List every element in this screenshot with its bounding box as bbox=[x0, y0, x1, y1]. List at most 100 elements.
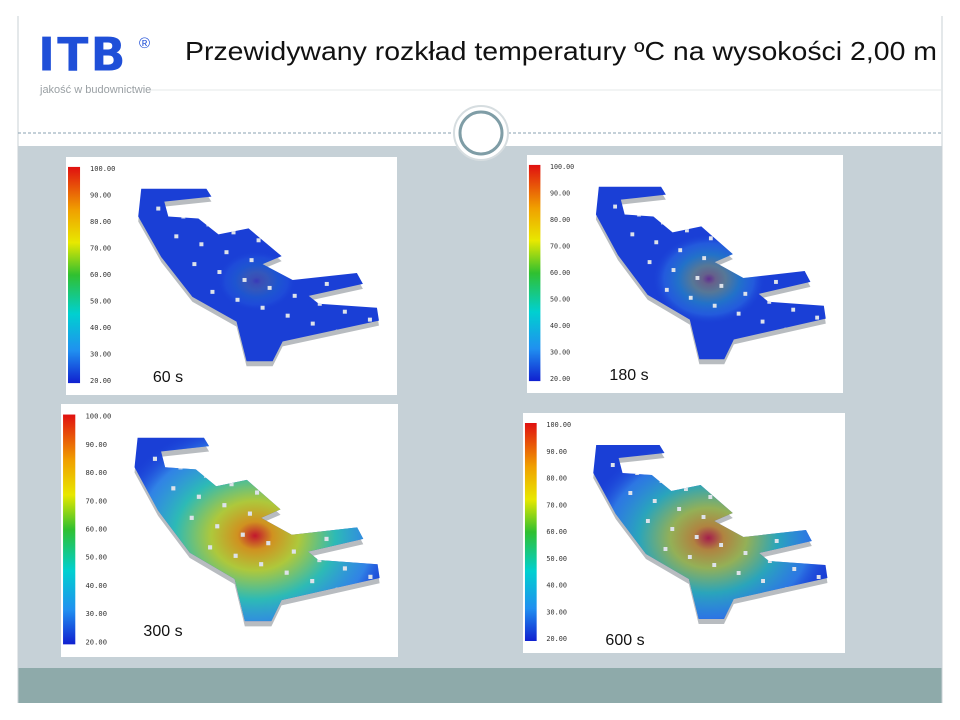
slide-title: Przewidywany rozkład temperatury ºC na w… bbox=[185, 36, 937, 66]
scale-label: 40.00 bbox=[86, 581, 107, 590]
scale-label: 70.00 bbox=[90, 245, 111, 253]
scale-label: 50.00 bbox=[90, 298, 111, 306]
color-scale bbox=[524, 423, 537, 641]
scale-label: 20.00 bbox=[90, 377, 111, 385]
scale-label: 50.00 bbox=[546, 555, 567, 563]
time-label: 300 s bbox=[143, 623, 182, 640]
column bbox=[210, 289, 215, 294]
column bbox=[192, 262, 197, 267]
emblem-ring bbox=[458, 110, 504, 156]
column bbox=[664, 287, 669, 292]
scale-label: 60.00 bbox=[90, 271, 111, 279]
column bbox=[791, 307, 796, 312]
column bbox=[215, 524, 220, 529]
time-label: 180 s bbox=[609, 367, 648, 384]
column bbox=[367, 317, 372, 322]
column bbox=[687, 555, 692, 559]
column bbox=[613, 204, 618, 209]
scale-label: 30.00 bbox=[546, 608, 567, 616]
column bbox=[310, 321, 315, 326]
scale-label: 90.00 bbox=[546, 448, 567, 456]
simulation-panel: 100.00 90.00 80.00 70.00 60.00 50.00 40.00 30.0… bbox=[523, 413, 845, 653]
scale-label: 80.00 bbox=[550, 216, 570, 224]
column bbox=[267, 285, 272, 290]
column bbox=[256, 238, 261, 243]
column bbox=[222, 503, 227, 508]
scale-label: 60.00 bbox=[550, 269, 570, 277]
column bbox=[292, 293, 297, 298]
column bbox=[712, 563, 717, 567]
scale-label: 100.00 bbox=[90, 165, 115, 173]
scale-label: 60.00 bbox=[546, 528, 567, 536]
scale-label: 30.00 bbox=[90, 351, 111, 359]
column bbox=[708, 495, 713, 499]
scale-label: 60.00 bbox=[86, 524, 107, 533]
column bbox=[628, 491, 633, 495]
column bbox=[792, 567, 797, 571]
scale-label: 80.00 bbox=[546, 474, 567, 482]
scale-label: 40.00 bbox=[90, 324, 111, 332]
column bbox=[761, 579, 765, 583]
column bbox=[815, 315, 820, 320]
column bbox=[224, 250, 229, 255]
scale-label: 90.00 bbox=[86, 440, 107, 449]
column bbox=[231, 230, 236, 235]
scale-label: 100.00 bbox=[550, 163, 574, 171]
scale-label: 30.00 bbox=[86, 609, 107, 618]
column bbox=[695, 275, 700, 280]
tagline: jakość w budownictwie bbox=[39, 84, 151, 96]
column bbox=[684, 487, 688, 491]
column bbox=[712, 303, 717, 308]
column bbox=[342, 566, 347, 571]
column bbox=[259, 562, 264, 567]
column bbox=[368, 574, 373, 579]
scale-label: 20.00 bbox=[86, 637, 107, 646]
column bbox=[174, 234, 179, 239]
scale-label: 50.00 bbox=[86, 553, 107, 562]
column bbox=[630, 232, 635, 237]
scale-label: 90.00 bbox=[90, 191, 111, 199]
column bbox=[743, 291, 748, 296]
scale-label: 20.00 bbox=[546, 635, 567, 643]
column bbox=[774, 539, 779, 543]
logo: ITB bbox=[38, 28, 128, 82]
column bbox=[610, 463, 615, 467]
column bbox=[708, 236, 713, 241]
column bbox=[663, 547, 668, 551]
column bbox=[217, 270, 222, 275]
column bbox=[249, 258, 254, 263]
column bbox=[670, 527, 675, 531]
color-scale bbox=[63, 414, 76, 645]
column bbox=[233, 553, 238, 558]
color-scale bbox=[528, 164, 541, 382]
column bbox=[171, 486, 176, 491]
registered-mark: ® bbox=[139, 35, 150, 52]
column bbox=[196, 494, 201, 499]
column bbox=[285, 313, 290, 318]
column bbox=[152, 456, 157, 461]
column bbox=[701, 515, 706, 519]
column bbox=[324, 536, 329, 542]
column bbox=[743, 551, 748, 555]
time-label: 600 s bbox=[605, 632, 644, 649]
column bbox=[235, 297, 240, 302]
scale-label: 100.00 bbox=[86, 412, 112, 421]
column bbox=[208, 545, 213, 550]
column bbox=[247, 511, 252, 516]
column bbox=[647, 260, 652, 265]
scale-label: 70.00 bbox=[86, 496, 107, 505]
column bbox=[688, 295, 693, 300]
column bbox=[652, 499, 657, 503]
column bbox=[645, 519, 650, 523]
scale-label: 40.00 bbox=[550, 322, 570, 330]
scale-label: 70.00 bbox=[550, 242, 570, 250]
column bbox=[671, 268, 676, 273]
scale-label: 100.00 bbox=[546, 421, 571, 429]
scale-label: 90.00 bbox=[550, 189, 570, 197]
column bbox=[310, 578, 315, 584]
column bbox=[760, 319, 765, 324]
column bbox=[736, 571, 741, 575]
column bbox=[242, 277, 247, 282]
